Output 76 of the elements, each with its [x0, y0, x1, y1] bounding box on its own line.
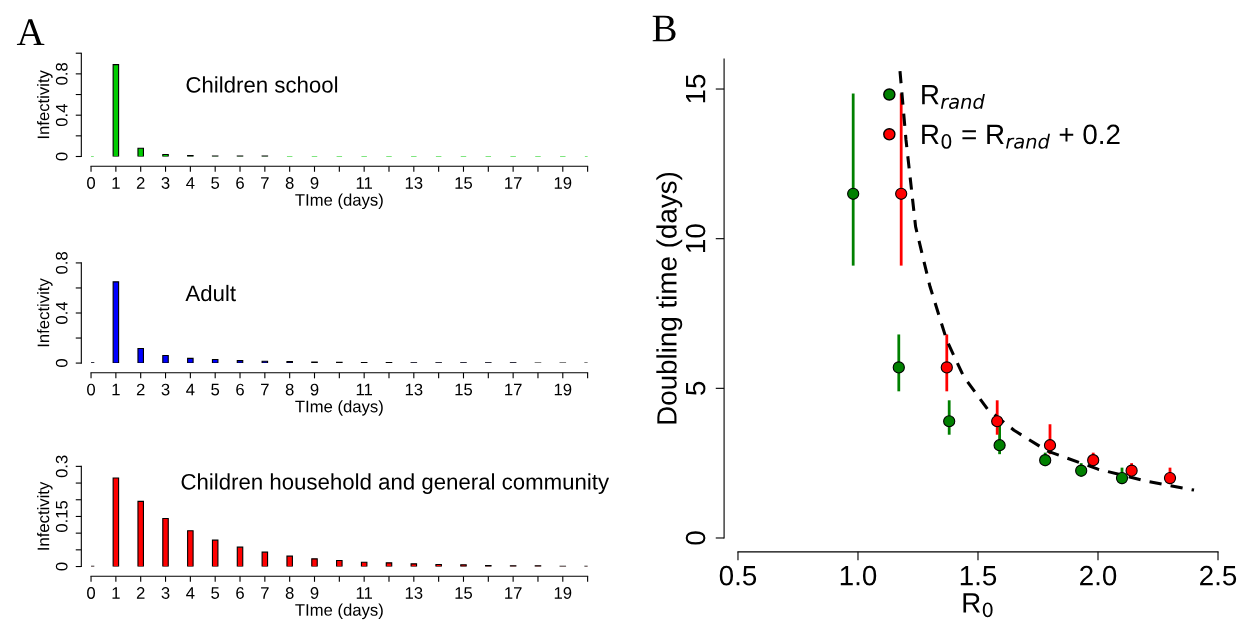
x-axis-title: R$_{0}$: [963, 593, 993, 618]
x-tick-label: 6: [236, 587, 244, 599]
x-tick-label: 5: [211, 383, 220, 396]
x-tick-label: 0.5: [719, 565, 757, 586]
x-tick-label: 6: [236, 177, 244, 189]
x-tick-label: 13: [405, 587, 423, 599]
x-tick-label: 13: [405, 177, 423, 189]
text: Children school: [186, 76, 338, 93]
text: A: [16, 19, 45, 45]
y-tick-label: 15: [686, 74, 706, 103]
x-tick-label: 6: [236, 383, 244, 396]
y-axis-title: Infectivity: [37, 278, 53, 347]
y-tick-label: 0.8: [55, 252, 68, 274]
y-tick-label: 0.3: [55, 455, 68, 478]
y-axis-title: Infectivity: [37, 481, 53, 550]
x-tick-label: 1.0: [840, 565, 877, 586]
x-tick-label: 4: [186, 177, 195, 189]
x-tick-label: 7: [261, 383, 269, 396]
x-tick-label: 11: [356, 177, 372, 189]
x-tick-label: 1: [112, 587, 120, 599]
x-axis-title: TIme (days): [295, 603, 383, 620]
x-tick-label: 15: [455, 587, 473, 599]
x-tick-label: 19: [554, 587, 572, 599]
y-tick-label: 0: [55, 359, 68, 368]
x-tick-label: 15: [455, 177, 473, 189]
x-tick-label: 11: [356, 383, 372, 396]
x-tick-label: 1: [112, 177, 120, 189]
x-tick-label: 3: [161, 587, 170, 599]
x-tick-label: 5: [211, 587, 220, 599]
x-tick-label: 8: [285, 587, 294, 599]
y-tick-label: 0.15: [55, 500, 68, 533]
x-tick-label: 17: [505, 177, 522, 189]
x-tick-label: 7: [261, 587, 269, 599]
x-tick-label: 2.0: [1080, 565, 1117, 586]
x-tick-label: 2: [136, 383, 145, 396]
x-tick-label: 0: [87, 177, 96, 189]
y-tick-label: 0: [685, 531, 706, 545]
y-tick-label: 0: [55, 152, 68, 161]
y-tick-label: 10: [685, 224, 706, 253]
x-tick-label: 1.5: [960, 566, 997, 586]
y-axis-title: Infectivity: [37, 70, 53, 139]
x-tick-label: 2.5: [1200, 565, 1237, 586]
text: B: [652, 15, 676, 42]
x-tick-label: 3: [161, 177, 170, 189]
x-tick-label: 11: [356, 587, 372, 599]
y-axis-title: Doubling time (days): [656, 172, 683, 424]
x-tick-label: 9: [310, 383, 319, 396]
y-tick-label: 0.4: [55, 104, 68, 127]
x-tick-label: 0: [87, 383, 96, 396]
x-tick-label: 7: [261, 177, 269, 189]
x-tick-label: 3: [161, 383, 170, 396]
legend-label: R$_{rand}$: [922, 85, 985, 109]
x-tick-label: 8: [285, 383, 294, 396]
x-axis-title: TIme (days): [295, 193, 383, 210]
x-tick-label: 19: [554, 383, 572, 396]
chart-title: Children household and general community: [181, 473, 610, 495]
x-tick-label: 8: [285, 177, 294, 189]
x-tick-label: 17: [505, 587, 522, 599]
x-tick-label: 9: [310, 587, 319, 599]
x-tick-label: 4: [186, 383, 195, 396]
x-tick-label: 2: [136, 587, 145, 599]
x-tick-label: 15: [455, 383, 473, 396]
x-tick-label: 9: [310, 177, 319, 189]
x-tick-label: 4: [186, 587, 195, 599]
x-tick-label: 19: [554, 177, 572, 189]
x-tick-label: 0: [87, 587, 96, 599]
text: Adult: [185, 284, 236, 302]
x-tick-label: 1: [112, 383, 120, 396]
y-tick-label: 0.8: [55, 63, 68, 85]
x-tick-label: 13: [405, 383, 423, 396]
legend-label: R$_{0}$ = R$_{rand}$ + 0.2: [922, 124, 1120, 149]
x-tick-label: 5: [211, 177, 220, 189]
x-tick-label: 2: [136, 177, 145, 189]
y-tick-label: 0.4: [55, 301, 68, 324]
x-tick-label: 17: [505, 383, 522, 396]
x-axis-title: TIme (days): [295, 400, 383, 416]
